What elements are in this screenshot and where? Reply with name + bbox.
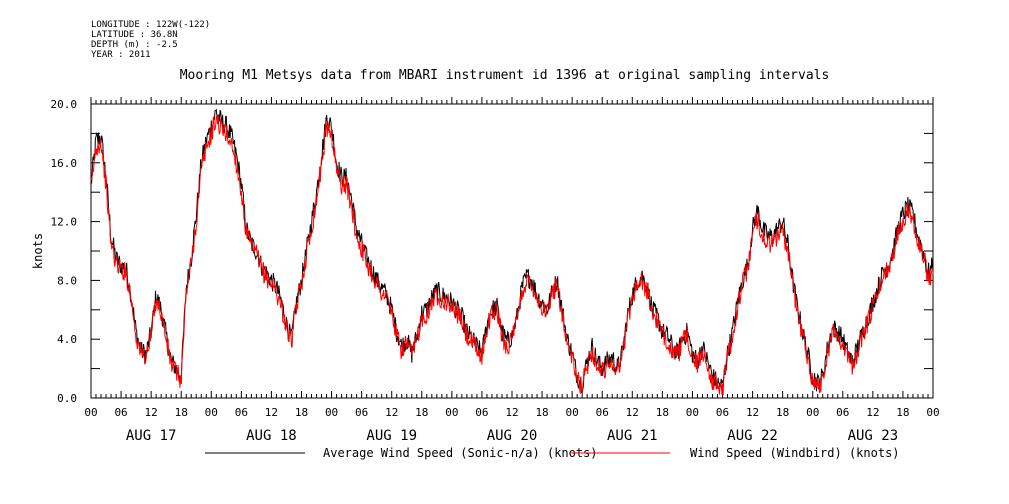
- x-tick-label: 06: [235, 406, 248, 419]
- x-tick-label: 18: [776, 406, 789, 419]
- x-tick-label: 18: [415, 406, 428, 419]
- x-day-label: AUG 18: [246, 428, 297, 444]
- y-tick-label: 12.0: [51, 216, 78, 229]
- x-day-label: AUG 22: [727, 428, 778, 444]
- legend: Average Wind Speed (Sonic-n/a) (knots) W…: [205, 446, 900, 460]
- y-tick-label: 20.0: [51, 98, 78, 111]
- x-day-label: AUG 19: [366, 428, 417, 444]
- x-tick-label: 12: [505, 406, 518, 419]
- x-tick-label: 18: [535, 406, 548, 419]
- x-tick-label: 06: [355, 406, 368, 419]
- legend-label-sonic: Average Wind Speed (Sonic-n/a) (knots): [323, 446, 598, 460]
- x-day-label: AUG 23: [848, 428, 899, 444]
- x-tick-label: 12: [385, 406, 398, 419]
- longitude-label: LONGITUDE : 122W(-122): [91, 20, 211, 30]
- series-line-windbird: [90, 114, 934, 396]
- series-line-sonic: [90, 108, 934, 395]
- x-tick-label: 12: [265, 406, 278, 419]
- year-label: YEAR : 2011: [91, 50, 151, 60]
- x-tick-label: 06: [475, 406, 488, 419]
- x-tick-label: 12: [145, 406, 158, 419]
- x-tick-label: 12: [866, 406, 879, 419]
- x-tick-label: 06: [596, 406, 609, 419]
- x-tick-label: 18: [656, 406, 669, 419]
- x-day-label: AUG 17: [126, 428, 177, 444]
- y-axis-label: knots: [31, 233, 45, 269]
- metadata-block: LONGITUDE : 122W(-122) LATITUDE : 36.8N …: [91, 20, 210, 60]
- axis-labels: 00 06 12 18 00 06 12 18 00 06 12 18 00 06 12 18 00 06 12 18…: [51, 98, 940, 444]
- x-tick-label: 00: [84, 406, 97, 419]
- x-tick-label: 12: [626, 406, 639, 419]
- x-tick-label: 00: [686, 406, 699, 419]
- x-tick-label: 18: [175, 406, 188, 419]
- latitude-label: LATITUDE : 36.8N: [91, 30, 178, 40]
- x-tick-label: 00: [205, 406, 218, 419]
- x-tick-label: 18: [896, 406, 909, 419]
- legend-label-windbird: Wind Speed (Windbird) (knots): [690, 446, 900, 460]
- x-day-label: AUG 20: [487, 428, 538, 444]
- x-tick-label: 00: [325, 406, 338, 419]
- x-tick-label: 00: [445, 406, 458, 419]
- y-tick-label: 16.0: [51, 157, 78, 170]
- x-tick-label: 00: [926, 406, 939, 419]
- x-tick-label: 00: [806, 406, 819, 419]
- x-tick-label: 06: [716, 406, 729, 419]
- x-tick-label: 06: [114, 406, 127, 419]
- axis-ticks: [90, 97, 934, 399]
- y-tick-label: 4.0: [57, 333, 77, 346]
- x-tick-label: 18: [295, 406, 308, 419]
- x-day-label: AUG 21: [607, 428, 658, 444]
- x-tick-label: 06: [836, 406, 849, 419]
- chart-title: Mooring M1 Metsys data from MBARI instru…: [179, 68, 830, 83]
- y-tick-label: 8.0: [57, 274, 77, 287]
- x-tick-label: 00: [566, 406, 579, 419]
- depth-label: DEPTH (m) : -2.5: [91, 40, 178, 50]
- x-tick-label: 12: [746, 406, 759, 419]
- series-layer: [90, 108, 934, 396]
- y-tick-label: 0.0: [57, 392, 77, 405]
